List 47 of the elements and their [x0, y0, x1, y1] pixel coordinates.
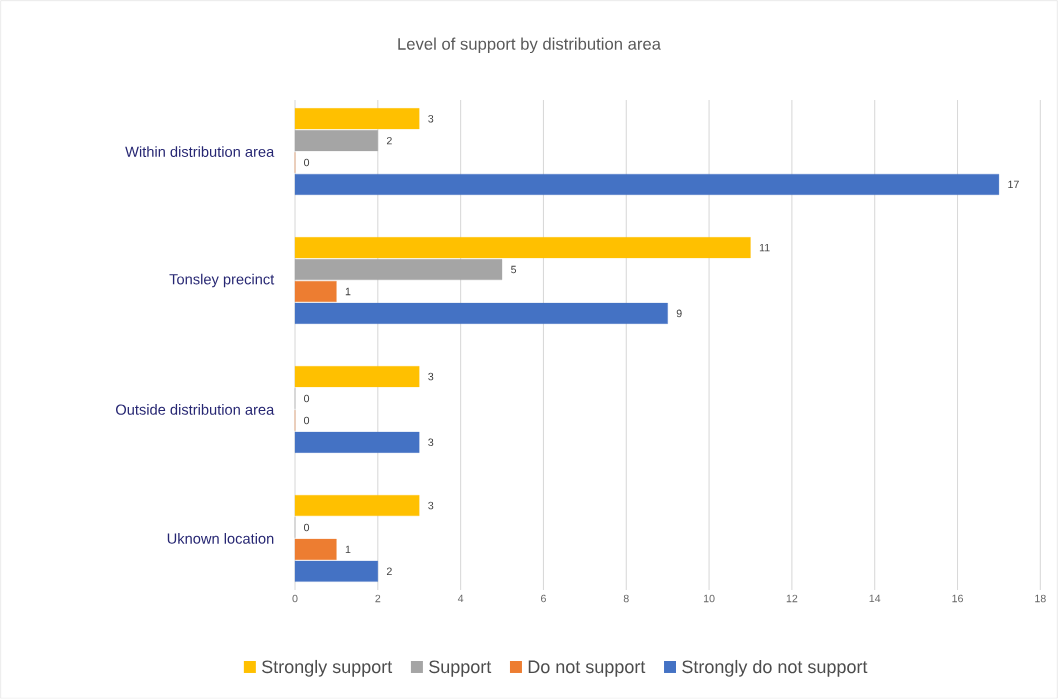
data-label: 17 [1008, 180, 1019, 189]
data-label: 1 [345, 287, 351, 296]
x-tick-label: 6 [541, 594, 546, 603]
bar [294, 281, 337, 302]
data-label: 0 [304, 523, 310, 532]
x-tick-label: 2 [375, 594, 381, 603]
x-tick-label: 12 [786, 594, 798, 603]
bar [294, 495, 420, 516]
data-label: 1 [345, 545, 351, 554]
x-tick-label: 8 [623, 594, 629, 603]
data-label: 3 [428, 438, 434, 447]
legend-label: Support [429, 660, 492, 677]
data-label: 3 [428, 501, 434, 510]
bar [294, 108, 420, 130]
chart-title: Level of support by distribution area [398, 37, 661, 54]
bar [294, 302, 668, 324]
legend-label: Do not support [528, 660, 646, 677]
bar [294, 130, 378, 152]
data-label: 0 [304, 158, 310, 167]
y-tick-label: Uknown location [167, 533, 274, 544]
legend-label: Strongly support [262, 659, 393, 677]
legend-label: Strongly do not support [682, 659, 868, 677]
data-label: 5 [511, 265, 517, 274]
bar [294, 366, 420, 388]
data-label: 0 [304, 394, 310, 403]
bar [294, 538, 337, 560]
y-tick-label: Outside distribution area [116, 404, 275, 415]
data-label: 3 [428, 372, 434, 381]
y-tick-label: Tonsley precinct [169, 273, 275, 288]
x-tick-label: 4 [457, 594, 464, 603]
data-label: 2 [386, 136, 392, 145]
data-label: 3 [428, 114, 434, 123]
bar [294, 174, 1000, 195]
data-label: 9 [676, 309, 682, 318]
data-label: 2 [386, 567, 392, 576]
x-tick-label: 16 [952, 594, 963, 603]
data-label: 11 [759, 243, 770, 252]
bar [294, 431, 420, 453]
data-label: 0 [304, 416, 310, 425]
bar [294, 237, 751, 259]
x-tick-label: 0 [292, 594, 298, 603]
x-tick-label: 14 [869, 594, 881, 603]
x-tick-label: 18 [1035, 594, 1046, 603]
bar [294, 259, 503, 281]
y-tick-label: Within distribution area [125, 146, 275, 157]
x-tick-label: 10 [703, 594, 715, 603]
bar [294, 560, 378, 582]
